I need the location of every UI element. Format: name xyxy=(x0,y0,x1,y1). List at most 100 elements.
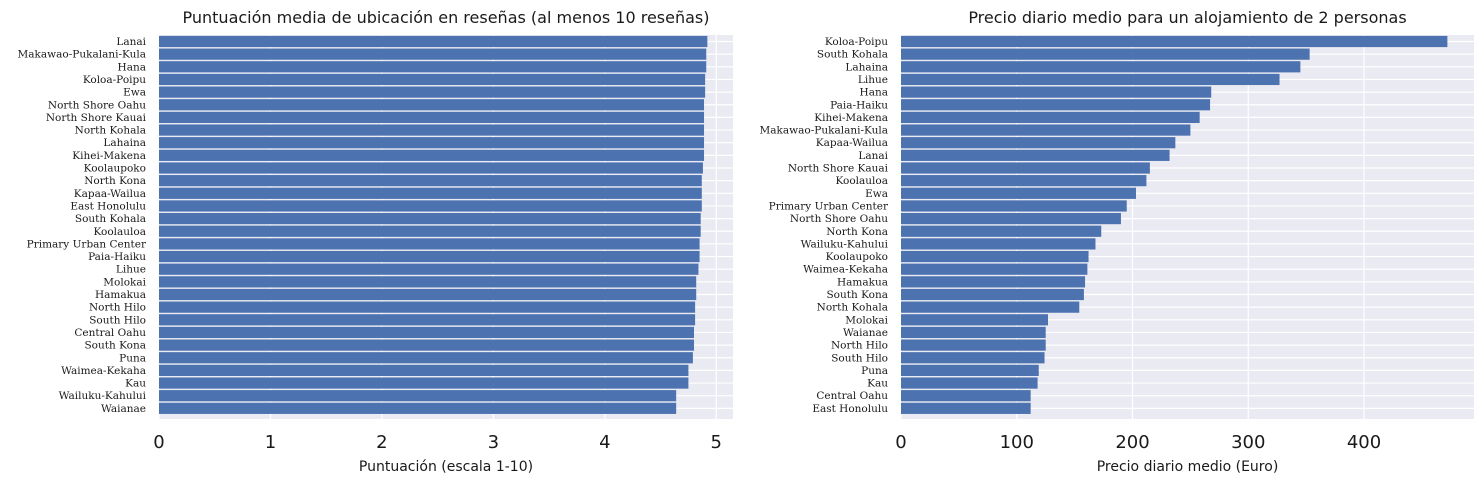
y-tick-label: South Kona xyxy=(826,289,888,301)
bar xyxy=(901,61,1301,73)
y-tick-label: Hamakua xyxy=(95,289,146,301)
y-tick-label: Hana xyxy=(860,87,888,99)
bar xyxy=(159,187,702,199)
y-tick-label: Kapaa-Wailua xyxy=(74,188,146,200)
y-tick-label: Lahaina xyxy=(103,137,146,149)
bar xyxy=(159,149,705,161)
y-tick-label: East Honolulu xyxy=(70,200,146,212)
bar xyxy=(901,288,1084,301)
x-tick-label: 3 xyxy=(488,432,499,453)
bar xyxy=(901,390,1031,402)
bar xyxy=(159,175,702,187)
bar xyxy=(901,137,1176,149)
y-tick-label: North Kohala xyxy=(817,302,888,314)
x-tick-label: 5 xyxy=(711,432,722,453)
y-tick-label: Central Oahu xyxy=(816,390,888,402)
x-tick-label: 200 xyxy=(1115,432,1149,453)
bar xyxy=(159,48,707,60)
bar xyxy=(901,149,1170,161)
bar xyxy=(159,339,694,351)
bar xyxy=(901,276,1086,288)
y-tick-label: North Shore Oahu xyxy=(790,213,888,225)
bar xyxy=(159,364,689,376)
bar xyxy=(159,402,677,414)
bar xyxy=(901,352,1045,364)
bar xyxy=(901,263,1088,275)
bar xyxy=(901,124,1191,136)
y-tick-label: South Kohala xyxy=(817,49,888,61)
bar xyxy=(159,35,708,48)
bar xyxy=(159,326,694,339)
y-tick-label: Lihue xyxy=(116,264,146,276)
bar xyxy=(901,314,1049,326)
x-axis-label: Puntuación (escala 1-10) xyxy=(359,459,533,475)
bar xyxy=(901,48,1310,60)
bar xyxy=(901,111,1200,123)
bar xyxy=(159,390,677,402)
y-tick-label: Koolauloa xyxy=(93,226,146,238)
bar xyxy=(159,250,700,263)
chart-title: Precio diario medio para un alojamiento … xyxy=(968,8,1406,27)
x-tick-label: 100 xyxy=(1000,432,1034,453)
y-tick-label: North Shore Kauai xyxy=(788,163,889,175)
chart-panel-1: LanaiMakawao-Pukalani-KulaHanaKoloa-Poip… xyxy=(18,8,733,475)
y-tick-label: North Hilo xyxy=(831,340,888,352)
bar xyxy=(159,263,699,275)
y-tick-label: Kau xyxy=(867,378,888,390)
bar xyxy=(159,314,696,326)
y-tick-label: Hamakua xyxy=(837,276,888,288)
y-tick-label: North Shore Kauai xyxy=(46,112,147,124)
y-tick-label: South Kohala xyxy=(75,213,146,225)
x-axis-label: Precio diario medio (Euro) xyxy=(1097,459,1279,475)
y-tick-label: Kihei-Makena xyxy=(72,150,146,162)
y-tick-label: Primary Urban Center xyxy=(27,238,147,250)
y-tick-label: Lahaina xyxy=(845,61,888,73)
y-tick-label: Koolauloa xyxy=(835,175,888,187)
bar xyxy=(901,402,1031,414)
y-tick-label: North Kona xyxy=(826,226,888,238)
y-tick-label: North Kona xyxy=(84,175,146,187)
y-tick-label: Koolaupoko xyxy=(826,251,888,263)
bar xyxy=(159,200,702,212)
bar xyxy=(901,200,1127,212)
bar xyxy=(159,137,705,149)
y-tick-label: Waianae xyxy=(843,327,888,339)
y-tick-label: Koloa-Poipu xyxy=(83,74,146,86)
y-tick-label: Lanai xyxy=(116,36,146,48)
bar xyxy=(901,377,1038,389)
bar xyxy=(901,364,1039,376)
bar xyxy=(901,86,1212,98)
y-tick-label: Lanai xyxy=(858,150,888,162)
bar xyxy=(159,162,703,174)
bar xyxy=(901,326,1046,339)
y-tick-label: South Hilo xyxy=(831,352,888,364)
bar xyxy=(159,111,705,123)
bar xyxy=(901,187,1136,199)
y-tick-label: Lihue xyxy=(858,74,888,86)
y-tick-label: Kau xyxy=(125,378,146,390)
y-tick-label: Makawao-Pukalani-Kula xyxy=(760,125,888,137)
y-tick-label: Molokai xyxy=(103,276,146,288)
x-tick-label: 1 xyxy=(265,432,276,453)
bar xyxy=(159,377,689,389)
bar xyxy=(901,73,1280,86)
y-tick-label: Koolaupoko xyxy=(84,163,146,175)
x-tick-label: 4 xyxy=(599,432,610,453)
y-tick-label: Waianae xyxy=(101,403,146,415)
y-tick-label: Hana xyxy=(118,61,146,73)
bar xyxy=(901,213,1121,225)
y-tick-label: Kapaa-Wailua xyxy=(816,137,888,149)
bar xyxy=(901,99,1211,111)
y-tick-label: Primary Urban Center xyxy=(769,200,889,212)
chart-title: Puntuación media de ubicación en reseñas… xyxy=(183,8,710,27)
y-tick-label: Paia-Haiku xyxy=(830,99,888,111)
bar xyxy=(901,225,1102,237)
y-tick-label: North Hilo xyxy=(89,302,146,314)
bar xyxy=(159,86,706,98)
y-tick-label: Puna xyxy=(861,365,888,377)
bar xyxy=(159,73,706,86)
x-tick-label: 2 xyxy=(376,432,387,453)
y-tick-label: East Honolulu xyxy=(812,403,888,415)
